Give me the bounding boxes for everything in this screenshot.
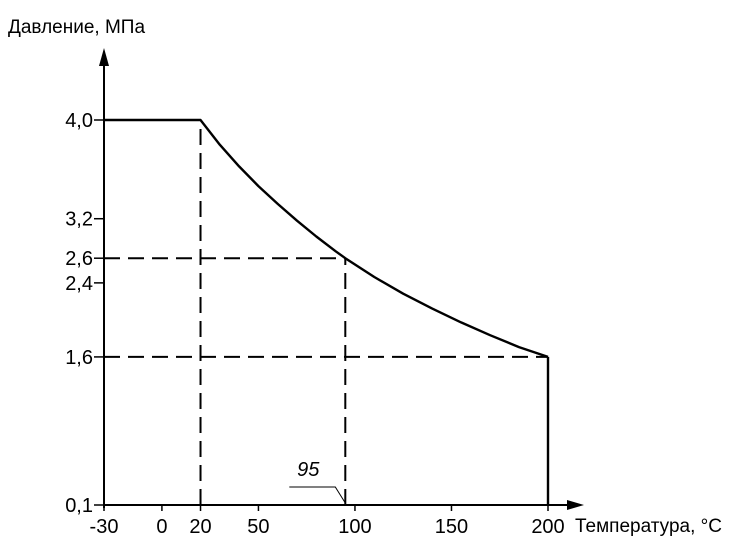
y-tick-label: 2,6 [65, 248, 93, 270]
x-tick-label: 50 [247, 516, 269, 538]
annotation-leader [289, 486, 346, 504]
annotation-label: 95 [297, 459, 320, 481]
data-series [104, 118, 550, 505]
y-axis-title: Давление, МПа [8, 17, 145, 38]
y-tick-label: 3,2 [65, 209, 93, 231]
y-tick-label: 0,1 [65, 495, 93, 517]
x-tick-label: 0 [156, 516, 167, 538]
guide-lines [104, 120, 548, 505]
x-tick-label: 20 [189, 516, 211, 538]
y-tick-label: 4,0 [65, 110, 93, 132]
annotations: 95 [289, 459, 346, 504]
y-ticks: 0,1 1,6 2,4 2,6 3,2 4,0 [65, 110, 104, 517]
x-tick-label: -30 [90, 516, 119, 538]
x-tick-label: 200 [531, 516, 564, 538]
x-ticks: -30 0 20 50 100 150 200 [90, 505, 565, 538]
y-axis-arrow [99, 48, 109, 66]
y-tick-label: 2,4 [65, 273, 93, 295]
x-axis-title: Температура, °C [575, 516, 722, 537]
axes [99, 48, 584, 510]
pressure-curve [104, 118, 549, 359]
x-tick-label: 100 [338, 516, 371, 538]
x-tick-label: 150 [435, 516, 468, 538]
y-tick-label: 1,6 [65, 347, 93, 369]
x-axis-arrow [567, 500, 584, 510]
